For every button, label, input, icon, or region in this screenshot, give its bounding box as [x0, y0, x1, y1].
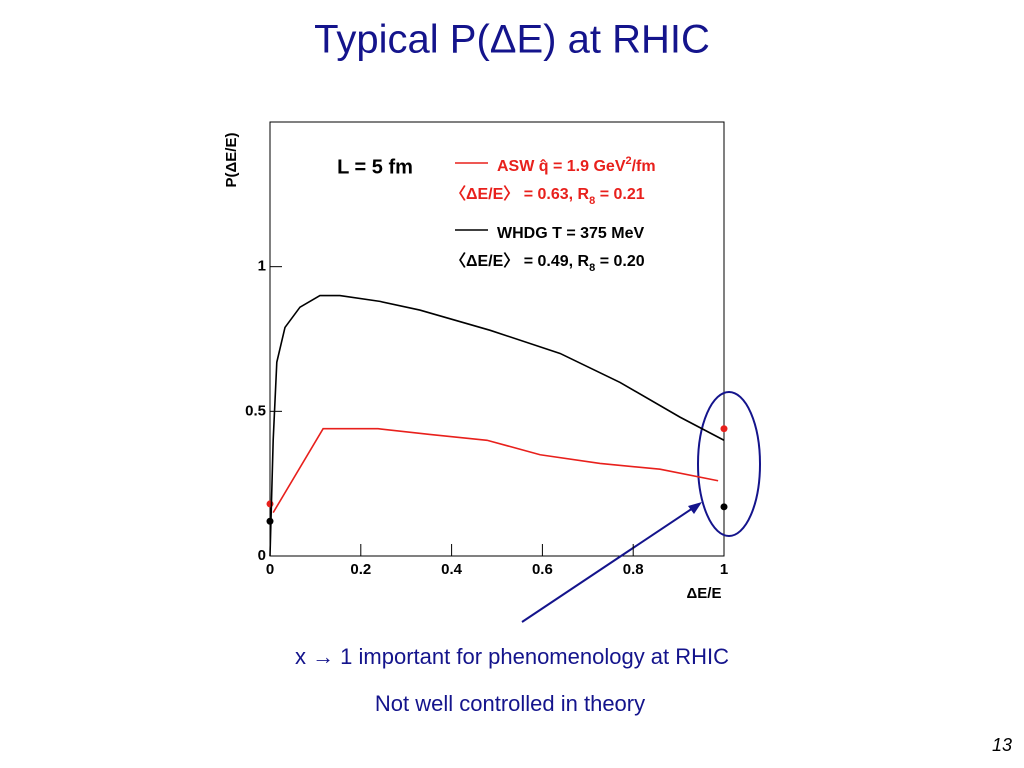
endpoint-dot	[720, 503, 728, 511]
legend-part: 2	[625, 155, 631, 167]
legend-part: = 0.20	[595, 253, 644, 270]
arrow-head	[688, 502, 702, 514]
legend-text: 〈ΔE/E〉 = 0.63, R8 = 0.21	[450, 185, 645, 207]
y-tick-label: 1	[258, 258, 266, 275]
slide-title: Typical P(ΔE) at RHIC	[314, 18, 710, 62]
endpoint-dot	[720, 425, 728, 433]
y-axis-label: P(ΔE/E)	[223, 133, 240, 188]
series-line	[272, 427, 719, 514]
x-tick-label: 0.2	[350, 561, 371, 578]
legend-text: WHDG T = 375 MeV	[497, 225, 644, 242]
y-tick-label: 0	[258, 547, 266, 564]
arrow	[521, 505, 697, 623]
x-tick-label: 1	[720, 561, 728, 578]
legend-text: ASW q̂ = 1.9 GeV2/fm	[497, 155, 656, 175]
legend-text: 〈ΔE/E〉 = 0.49, R8 = 0.20	[450, 252, 645, 274]
x-tick-label: 0.8	[623, 561, 644, 578]
legend-part: ASW q̂ = 1.9 GeV	[497, 158, 626, 175]
x-tick-label: 0.4	[441, 561, 463, 578]
legend-part: WHDG T = 375 MeV	[497, 225, 644, 242]
legend-part: 8	[589, 195, 595, 207]
note: Not well controlled in theory	[375, 691, 645, 716]
legend-part: 〈ΔE/E〉 = 0.63, R	[450, 185, 590, 203]
legend-part: = 0.21	[595, 186, 644, 203]
highlight-ellipse	[697, 391, 761, 537]
x-axis-label: ΔE/E	[687, 585, 722, 602]
legend-part: 〈ΔE/E〉 = 0.49, R	[450, 252, 590, 270]
page-number: 13	[992, 735, 1012, 755]
series-line	[269, 294, 725, 557]
y-tick-label: 0.5	[245, 402, 266, 419]
note: x → 1 important for phenomenology at RHI…	[295, 644, 729, 669]
x-tick-label: 0.6	[532, 561, 553, 578]
endpoint-dot	[266, 500, 274, 508]
legend-part: 8	[589, 262, 595, 274]
annotation: L = 5 fm	[337, 156, 413, 178]
legend-part: /fm	[632, 158, 656, 175]
x-tick-label: 0	[266, 561, 274, 578]
endpoint-dot	[266, 517, 274, 525]
plot-frame	[269, 121, 725, 557]
